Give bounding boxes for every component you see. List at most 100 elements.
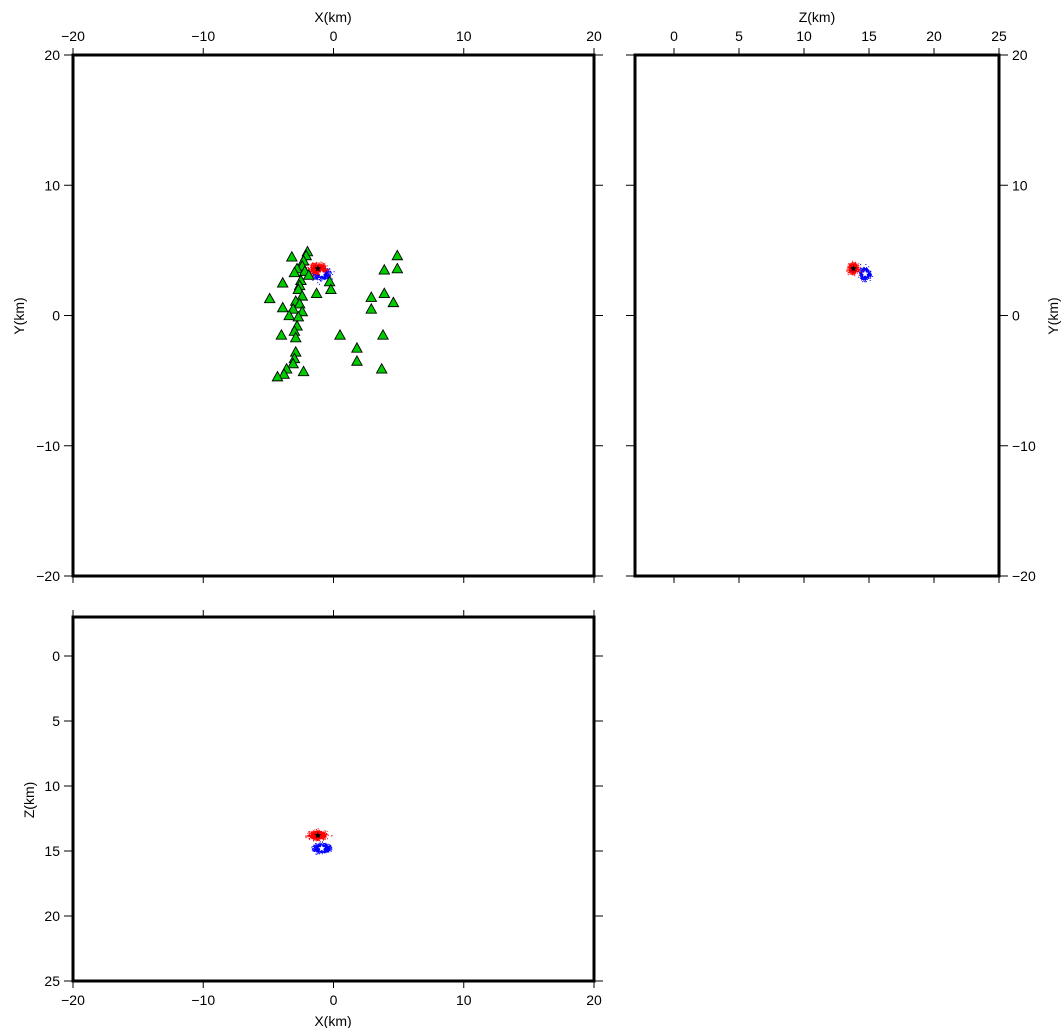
pdf-sample-blue: [863, 279, 865, 281]
pdf-sample-red: [314, 268, 316, 270]
pdf-sample-red: [858, 269, 860, 271]
pdf-sample-red: [318, 265, 320, 267]
pdf-sample-blue: [864, 267, 866, 269]
pdf-sample-red: [325, 836, 327, 838]
pdf-sample-blue: [314, 843, 316, 845]
pdf-sample-blue: [865, 270, 867, 272]
pdf-sample-red: [313, 264, 315, 266]
pdf-sample-blue: [861, 268, 863, 270]
pdf-sample-blue: [316, 844, 318, 846]
pdf-sample-blue: [326, 276, 328, 278]
pdf-sample-red: [311, 271, 313, 273]
pdf-sample-red: [849, 269, 851, 271]
pdf-sample-blue: [320, 849, 322, 851]
pdf-sample-red: [858, 270, 860, 272]
pdf-sample-blue: [319, 280, 321, 282]
pdf-sample-red: [848, 266, 850, 268]
pdf-sample-blue: [869, 276, 871, 278]
pdf-sample-red: [311, 270, 313, 272]
pdf-sample-blue: [312, 275, 314, 277]
pdf-sample-blue: [868, 277, 870, 279]
pdf-sample-red: [324, 266, 326, 268]
pdf-sample-red: [327, 269, 329, 271]
pdf-sample-blue: [327, 847, 329, 849]
pdf-sample-blue: [320, 852, 322, 854]
pdf-sample-blue: [867, 268, 868, 270]
pdf-sample-blue: [863, 269, 865, 271]
pdf-sample-red: [851, 271, 853, 273]
pdf-sample-blue: [860, 275, 862, 277]
pdf-sample-blue: [867, 269, 869, 271]
pdf-sample-red: [327, 838, 329, 840]
pdf-sample-blue: [862, 276, 864, 278]
pdf-sample-blue: [325, 842, 327, 844]
pdf-sample-red: [326, 270, 328, 272]
pdf-sample-red: [852, 263, 854, 265]
pdf-sample-blue: [322, 277, 324, 279]
pdf-sample-blue: [318, 845, 320, 847]
pdf-sample-blue: [317, 282, 319, 284]
pdf-sample-blue: [860, 277, 862, 279]
pdf-sample-blue: [325, 278, 327, 280]
pdf-sample-blue: [315, 274, 317, 276]
pdf-sample-blue: [319, 843, 321, 845]
pdf-sample-blue: [312, 279, 314, 281]
pdf-sample-blue: [870, 273, 872, 275]
pdf-sample-blue: [314, 275, 316, 277]
pdf-sample-red: [313, 271, 315, 273]
pdf-sample-red: [320, 266, 322, 268]
pdf-sample-red: [315, 268, 317, 270]
pdf-sample-red: [320, 830, 322, 832]
pdf-sample-blue: [314, 848, 316, 850]
pdf-sample-red: [325, 831, 327, 833]
pdf-sample-blue: [325, 851, 327, 853]
pdf-sample-red: [315, 266, 317, 268]
pdf-sample-blue: [316, 851, 318, 853]
pdf-sample-blue: [865, 277, 867, 279]
pdf-sample-blue: [315, 847, 317, 849]
panel-map-xy-frame: [71, 53, 596, 578]
pdf-sample-red: [327, 270, 329, 272]
pdf-sample-red: [308, 833, 310, 835]
y-tick-label: 20: [44, 47, 60, 63]
panel-section-xz-cloud: [305, 828, 333, 855]
pdf-sample-red: [858, 271, 860, 273]
pdf-sample-blue: [324, 852, 326, 854]
pdf-sample-red: [848, 271, 850, 273]
pdf-sample-red: [322, 271, 324, 273]
pdf-sample-red: [853, 272, 855, 274]
pdf-sample-blue: [318, 848, 320, 850]
pdf-sample-blue: [329, 274, 331, 276]
pdf-sample-red: [322, 264, 324, 266]
pdf-sample-blue: [320, 843, 322, 845]
pdf-sample-red: [311, 267, 313, 269]
pdf-sample-blue: [864, 275, 866, 277]
pdf-sample-red: [324, 267, 326, 269]
pdf-sample-blue: [864, 268, 866, 270]
station-triangle: [278, 367, 290, 379]
pdf-sample-blue: [324, 278, 326, 280]
pdf-sample-blue: [325, 273, 327, 275]
pdf-sample-red: [318, 837, 320, 839]
pdf-sample-blue: [318, 847, 320, 849]
pdf-sample-blue: [327, 851, 329, 853]
pdf-sample-red: [854, 261, 856, 263]
pdf-sample-blue: [867, 270, 869, 272]
pdf-sample-red: [323, 263, 325, 265]
pdf-sample-blue: [861, 267, 863, 269]
pdf-sample-red: [313, 268, 315, 270]
pdf-sample-red: [852, 264, 854, 266]
pdf-sample-red: [309, 839, 311, 841]
pdf-sample-red: [317, 828, 319, 830]
pdf-sample-blue: [318, 276, 320, 278]
pdf-sample-blue: [860, 272, 862, 274]
pdf-sample-blue: [329, 272, 331, 274]
pdf-sample-red: [849, 268, 851, 270]
pdf-sample-red: [852, 271, 854, 273]
pdf-sample-blue: [869, 279, 871, 281]
pdf-sample-blue: [864, 281, 866, 283]
pdf-sample-red: [317, 272, 319, 274]
pdf-sample-blue: [860, 274, 862, 276]
pdf-sample-blue: [315, 846, 317, 848]
pdf-sample-blue: [867, 276, 869, 278]
